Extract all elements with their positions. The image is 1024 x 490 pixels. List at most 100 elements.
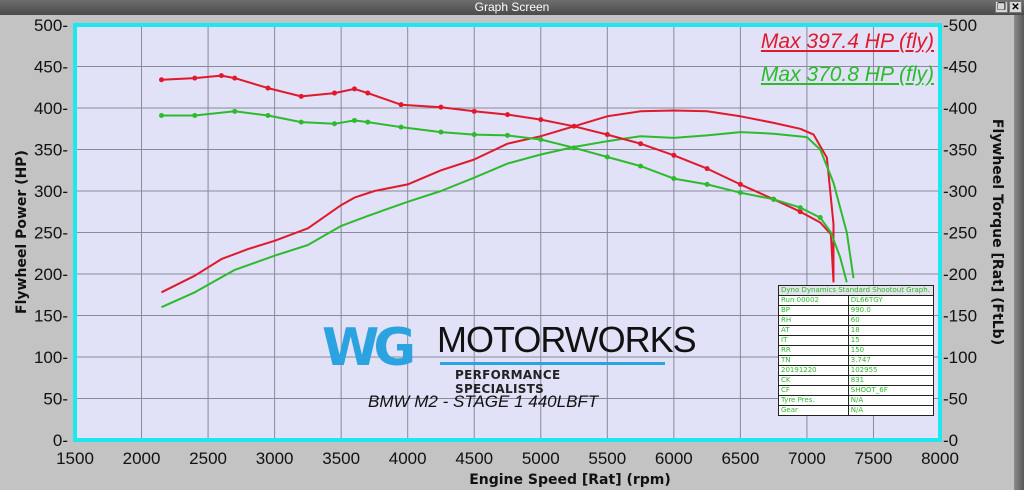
- data-marker: [817, 215, 823, 221]
- y-tick-label: 400-: [34, 99, 68, 118]
- x-tick-label: 7500: [855, 449, 893, 468]
- logo-underline: [440, 362, 665, 365]
- data-marker: [604, 154, 610, 160]
- y2-tick-label: -50: [943, 390, 968, 409]
- run-info-table: Dyno Dynamics Standard Shootout Graph. R…: [778, 285, 935, 416]
- data-marker: [159, 112, 164, 118]
- y2-tick-label: -100: [943, 348, 977, 367]
- run-info-key: Tyre Pres.: [778, 395, 849, 406]
- close-icon[interactable]: ✕: [1009, 1, 1022, 13]
- run-info-value: N/A: [847, 395, 935, 406]
- run-info-value: 831: [847, 375, 935, 386]
- data-marker: [571, 123, 577, 129]
- data-marker: [232, 108, 238, 114]
- run-info-key: BP: [778, 305, 849, 316]
- data-marker: [365, 90, 371, 96]
- data-marker: [351, 86, 357, 92]
- y-tick-label: 100-: [34, 348, 68, 367]
- series-line: [161, 109, 835, 294]
- data-marker: [398, 102, 404, 108]
- run-info-value: 15: [847, 335, 935, 346]
- data-marker: [505, 112, 510, 118]
- run-info-row: 20191220 102955: [778, 365, 935, 376]
- y2-tick-label: -400: [943, 99, 977, 118]
- y-tick-label: 500-: [34, 16, 68, 35]
- run-info-key: IT: [778, 335, 849, 346]
- run-info-row: AT 18: [778, 325, 935, 336]
- run-info-value: 150: [847, 345, 935, 356]
- data-marker: [365, 119, 371, 125]
- y2-axis-ticks: -0 -50 -100 -150 -200 -250 -300 -350 -400 -450 -50…: [943, 16, 977, 450]
- y-tick-label: 350-: [34, 141, 68, 160]
- data-marker: [571, 145, 577, 151]
- logo-tagline: PERFORMANCE SPECIALISTS: [455, 368, 561, 396]
- run-info-key: 20191220: [778, 365, 849, 376]
- y-tick-label: 300-: [34, 182, 68, 201]
- run-info-value: 102955: [847, 365, 935, 376]
- y2-axis-label: Flywheel Torque [Rat] (FtLb): [989, 119, 1005, 345]
- run-info-row: Tyre Pres. N/A: [778, 395, 935, 406]
- data-marker: [771, 196, 777, 202]
- x-tick-label: 5000: [522, 449, 560, 468]
- run-info-row: RH 60: [778, 315, 935, 326]
- data-marker: [671, 152, 677, 158]
- data-marker: [159, 77, 164, 83]
- data-marker: [438, 104, 444, 110]
- data-marker: [704, 166, 710, 172]
- data-marker: [398, 124, 404, 130]
- run-info-row: Gear N/A: [778, 405, 935, 416]
- x-tick-label: 4000: [389, 449, 427, 468]
- x-tick-label: 6000: [655, 449, 693, 468]
- y2-tick-label: -250: [943, 224, 977, 243]
- y-tick-label: 50-: [43, 390, 68, 409]
- run-info-row: IT 15: [778, 335, 935, 346]
- window-edge: [1014, 15, 1024, 490]
- data-marker: [232, 75, 238, 81]
- data-marker: [471, 132, 477, 138]
- data-marker: [797, 209, 803, 215]
- data-marker: [265, 85, 271, 91]
- grid-lines: [73, 23, 942, 442]
- run-info-value: 60: [847, 315, 935, 326]
- y2-tick-label: -500: [943, 16, 977, 35]
- run-info-key: AT: [778, 325, 849, 336]
- y2-tick-label: -300: [943, 182, 977, 201]
- data-marker: [218, 73, 224, 79]
- y-tick-label: 250-: [34, 224, 68, 243]
- window-titlebar: Graph Screen ❐ ✕: [0, 0, 1024, 15]
- data-marker: [797, 205, 803, 211]
- run-info-header: Dyno Dynamics Standard Shootout Graph.: [778, 285, 934, 296]
- y-axis-ticks: 0- 50- 100- 150- 200- 250- 300- 350- 400- 450- 500…: [34, 16, 68, 450]
- x-axis-label: Engine Speed [Rat] (rpm): [469, 472, 671, 488]
- data-marker: [192, 112, 198, 118]
- y-tick-label: 200-: [34, 265, 68, 284]
- x-axis-ticks: 1500 2000 2500 3000 3500 4000 4500 5000 5500 6000…: [56, 449, 959, 468]
- data-marker: [638, 163, 644, 169]
- y2-tick-label: -150: [943, 307, 977, 326]
- run-info-value: 3.747: [847, 355, 935, 366]
- data-marker: [671, 176, 677, 182]
- y2-tick-label: -0: [943, 431, 958, 450]
- x-tick-label: 8000: [921, 449, 959, 468]
- data-marker: [332, 90, 337, 96]
- restore-icon[interactable]: ❐: [995, 1, 1008, 13]
- run-info-key: Gear: [778, 405, 849, 416]
- logo-name: MOTORWORKS: [437, 319, 697, 360]
- run-info-value: SHOOT_6F: [847, 385, 935, 396]
- y-tick-label: 0-: [53, 431, 68, 450]
- data-marker: [638, 141, 644, 147]
- x-tick-label: 3000: [256, 449, 294, 468]
- run-info-key: CF: [778, 385, 849, 396]
- y-axis-label: Flywheel Power (HP): [14, 150, 30, 314]
- series-line: [161, 131, 855, 309]
- data-marker: [265, 112, 271, 118]
- run-info-row: TN 3.747: [778, 355, 935, 366]
- run-info-value: 18: [847, 325, 935, 336]
- run-info-row: RR 150: [778, 345, 935, 356]
- run-info-value: DL66TGY: [847, 295, 935, 306]
- chart-subtitle: BMW M2 - STAGE 1 440LBFT: [368, 392, 599, 411]
- x-tick-label: 4500: [455, 449, 493, 468]
- x-tick-label: 3500: [322, 449, 360, 468]
- run-info-key: RR: [778, 345, 849, 356]
- run-info-value: 990.0: [847, 305, 935, 316]
